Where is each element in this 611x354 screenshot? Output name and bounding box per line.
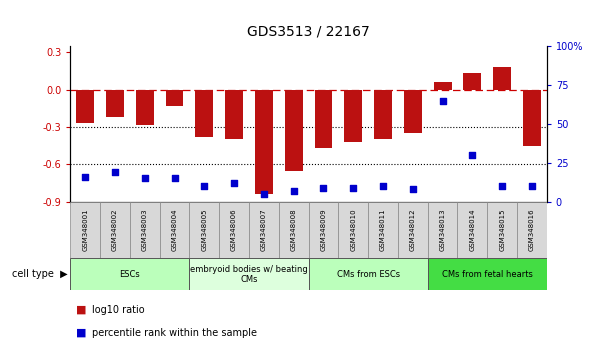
- Bar: [374, 90, 392, 139]
- Bar: [315, 90, 332, 148]
- Text: GSM348005: GSM348005: [201, 209, 207, 251]
- Bar: [428, 258, 547, 290]
- Text: GSM348002: GSM348002: [112, 209, 118, 251]
- Text: GSM348004: GSM348004: [172, 209, 178, 251]
- Text: GSM348009: GSM348009: [320, 209, 326, 251]
- Text: cell type  ▶: cell type ▶: [12, 269, 67, 279]
- Point: [199, 183, 209, 189]
- Bar: [458, 202, 488, 258]
- Point: [140, 176, 150, 181]
- Bar: [196, 90, 213, 137]
- Text: GSM348010: GSM348010: [350, 209, 356, 251]
- Text: GSM348006: GSM348006: [231, 209, 237, 251]
- Text: CMs from fetal hearts: CMs from fetal hearts: [442, 270, 533, 279]
- Point: [80, 174, 90, 180]
- Bar: [428, 202, 458, 258]
- Bar: [488, 202, 517, 258]
- Text: GSM348015: GSM348015: [499, 209, 505, 251]
- Bar: [517, 202, 547, 258]
- Bar: [463, 73, 481, 90]
- Bar: [136, 90, 154, 125]
- Bar: [434, 82, 452, 90]
- Point: [259, 191, 269, 197]
- Bar: [159, 202, 189, 258]
- Text: log10 ratio: log10 ratio: [92, 305, 144, 315]
- Bar: [523, 90, 541, 146]
- Text: GSM348013: GSM348013: [439, 209, 445, 251]
- Point: [170, 176, 180, 181]
- Bar: [338, 202, 368, 258]
- Bar: [285, 90, 302, 171]
- Point: [467, 152, 477, 158]
- Text: GSM348012: GSM348012: [410, 209, 416, 251]
- Text: percentile rank within the sample: percentile rank within the sample: [92, 328, 257, 338]
- Point: [348, 185, 358, 190]
- Text: GDS3513 / 22167: GDS3513 / 22167: [247, 25, 370, 39]
- Bar: [368, 202, 398, 258]
- Text: GSM348008: GSM348008: [291, 209, 297, 251]
- Bar: [404, 90, 422, 133]
- Text: ESCs: ESCs: [120, 270, 140, 279]
- Bar: [493, 67, 511, 90]
- Text: embryoid bodies w/ beating
CMs: embryoid bodies w/ beating CMs: [190, 265, 308, 284]
- Text: ■: ■: [76, 328, 87, 338]
- Point: [408, 187, 418, 192]
- Text: GSM348011: GSM348011: [380, 209, 386, 251]
- Text: CMs from ESCs: CMs from ESCs: [337, 270, 400, 279]
- Bar: [166, 90, 183, 106]
- Bar: [398, 202, 428, 258]
- Bar: [130, 202, 159, 258]
- Text: ■: ■: [76, 305, 87, 315]
- Point: [378, 183, 388, 189]
- Bar: [76, 90, 94, 123]
- Text: GSM348007: GSM348007: [261, 209, 267, 251]
- Point: [229, 180, 239, 186]
- Point: [527, 183, 537, 189]
- Bar: [225, 90, 243, 139]
- Bar: [70, 202, 100, 258]
- Point: [110, 169, 120, 175]
- Bar: [309, 202, 338, 258]
- Bar: [255, 90, 273, 194]
- Bar: [106, 90, 124, 117]
- Text: GSM348003: GSM348003: [142, 209, 148, 251]
- Text: GSM348014: GSM348014: [469, 209, 475, 251]
- Bar: [279, 202, 309, 258]
- Point: [437, 98, 447, 103]
- Bar: [189, 258, 309, 290]
- Bar: [189, 202, 219, 258]
- Point: [289, 188, 299, 194]
- Bar: [100, 202, 130, 258]
- Point: [318, 185, 328, 190]
- Bar: [70, 258, 189, 290]
- Bar: [249, 202, 279, 258]
- Point: [497, 183, 507, 189]
- Text: GSM348016: GSM348016: [529, 209, 535, 251]
- Bar: [345, 90, 362, 142]
- Bar: [309, 258, 428, 290]
- Text: GSM348001: GSM348001: [82, 209, 88, 251]
- Bar: [219, 202, 249, 258]
